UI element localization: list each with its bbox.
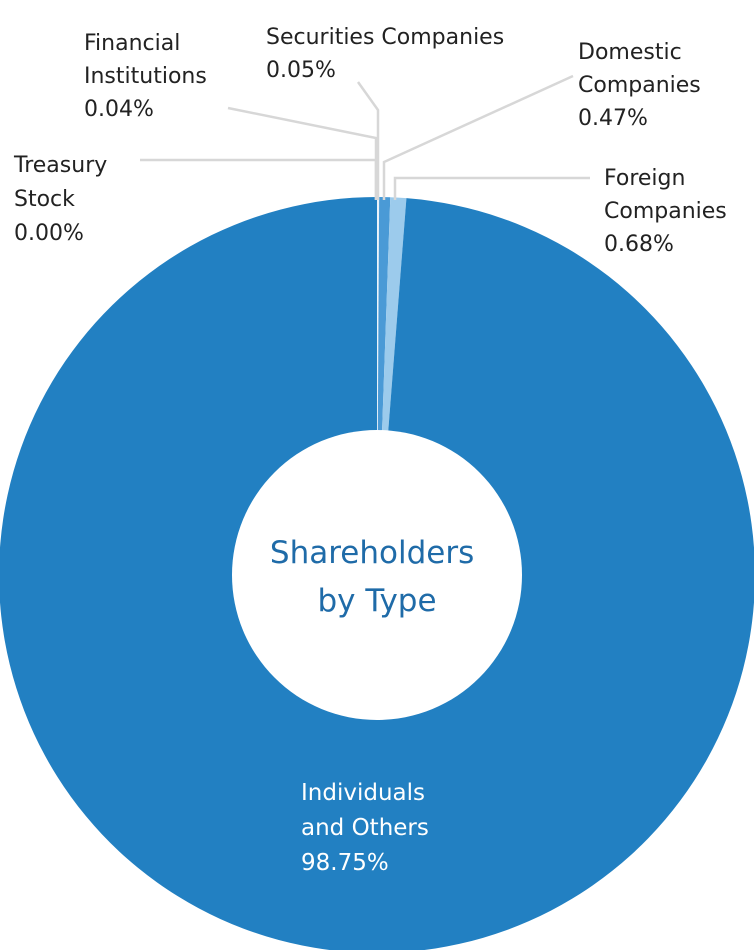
chart-title-line-2: by Type bbox=[317, 583, 436, 619]
chart-title-line-1: Shareholders bbox=[270, 535, 474, 571]
value-label-individuals: 98.75% bbox=[301, 850, 389, 876]
name-label-financial: Financial bbox=[84, 31, 180, 56]
label-foreign: Foreign Companies 0.68% bbox=[604, 166, 727, 257]
name-label-individuals: and Others bbox=[301, 815, 429, 841]
name-label-foreign: Foreign bbox=[604, 166, 685, 191]
label-domestic: Domestic Companies 0.47% bbox=[578, 40, 701, 131]
name-label-domestic: Domestic bbox=[578, 40, 682, 65]
name-label-foreign: Companies bbox=[604, 199, 727, 224]
name-label-treasury: Treasury bbox=[13, 153, 107, 178]
value-label-treasury: 0.00% bbox=[14, 221, 84, 246]
name-label-securities: Securities Companies bbox=[266, 25, 504, 50]
value-label-financial: 0.04% bbox=[84, 97, 154, 122]
label-financial: Financial Institutions 0.04% bbox=[84, 31, 207, 122]
value-label-foreign: 0.68% bbox=[604, 232, 674, 257]
slice-labels: Individuals and Others 98.75% Treasury Stock… bbox=[13, 25, 727, 876]
label-individuals: Individuals and Others 98.75% bbox=[301, 780, 429, 876]
leader-line-securities bbox=[356, 81, 380, 200]
label-securities: Securities Companies 0.05% bbox=[266, 25, 504, 83]
chart-title: Shareholders by Type bbox=[270, 535, 484, 619]
leader-line-treasury bbox=[140, 158, 378, 200]
name-label-individuals: Individuals bbox=[301, 780, 425, 806]
value-label-securities: 0.05% bbox=[266, 58, 336, 83]
name-label-treasury: Stock bbox=[14, 187, 75, 212]
donut-hole bbox=[232, 430, 522, 720]
label-treasury: Treasury Stock 0.00% bbox=[13, 153, 107, 246]
name-label-domestic: Companies bbox=[578, 73, 701, 98]
name-label-financial: Institutions bbox=[84, 64, 207, 89]
leader-line-foreign bbox=[393, 176, 590, 200]
leader-line-domestic bbox=[382, 74, 574, 200]
leader-line-financial bbox=[227, 106, 378, 200]
value-label-domestic: 0.47% bbox=[578, 106, 648, 131]
